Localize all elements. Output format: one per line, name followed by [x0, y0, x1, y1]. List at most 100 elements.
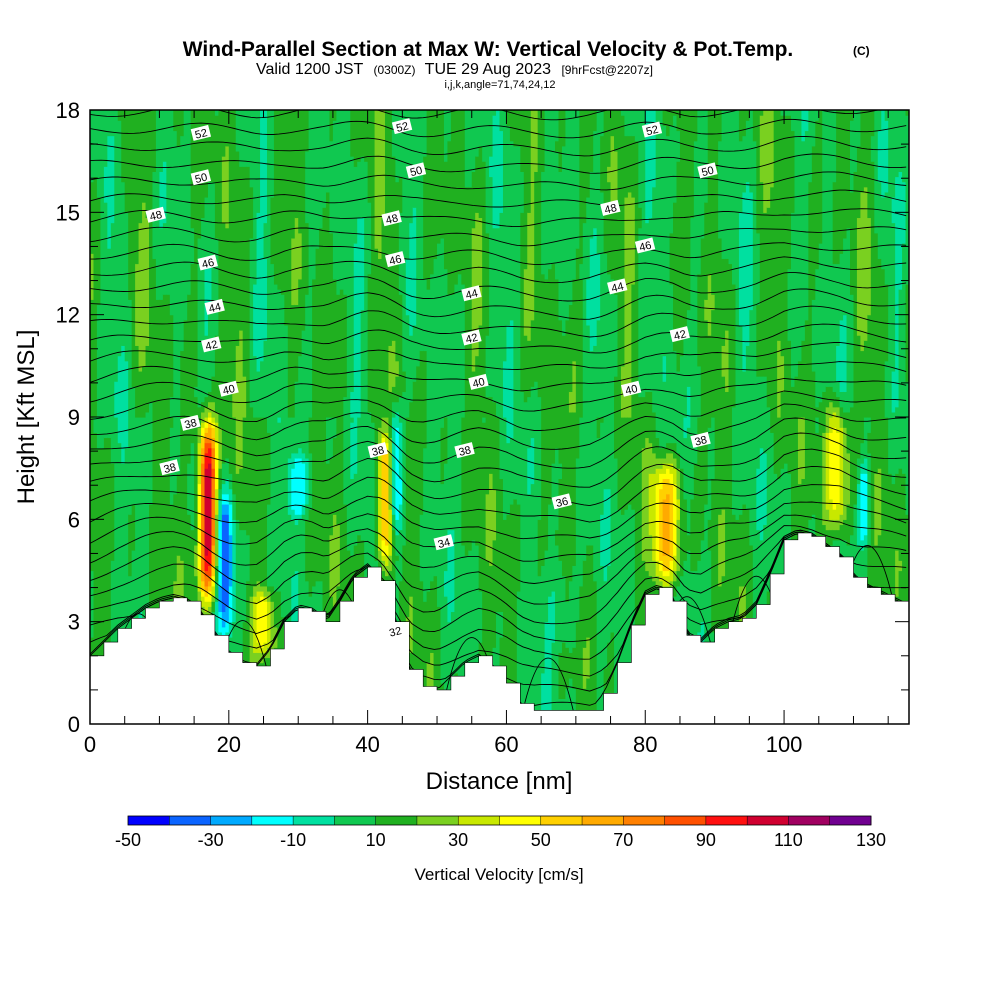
theta-label-bg [159, 459, 180, 476]
w-cell [565, 319, 570, 602]
w-cell [891, 370, 896, 413]
w-cell [485, 560, 490, 724]
w-cell [128, 110, 133, 300]
w-cell [332, 110, 337, 121]
w-cell [402, 370, 407, 393]
w-cell [398, 176, 403, 213]
w-cell [204, 110, 209, 198]
w-cell [676, 468, 681, 500]
w-cell [291, 304, 296, 418]
theta-label-bg [204, 298, 225, 315]
w-cell [496, 417, 501, 613]
w-cell [391, 156, 396, 341]
w-cell [600, 422, 605, 515]
w-cell [468, 110, 473, 188]
colorbar-tick-label: 30 [448, 830, 468, 850]
w-cell [461, 417, 466, 546]
w-cell [124, 110, 129, 213]
theta-label-text: 48 [603, 202, 618, 217]
w-cell [711, 417, 716, 479]
w-cell [614, 376, 619, 459]
w-cell [874, 473, 879, 546]
w-cell [568, 580, 573, 653]
w-cell [673, 350, 678, 444]
w-cell [364, 161, 369, 724]
w-cell [565, 601, 570, 648]
w-cell [239, 110, 244, 167]
w-cell [308, 417, 313, 454]
w-cell [152, 110, 157, 172]
w-cell [426, 590, 431, 664]
w-cell [190, 110, 195, 229]
w-cell [631, 509, 636, 653]
w-cell [121, 110, 126, 183]
w-cell [787, 340, 792, 474]
w-cell [614, 294, 619, 377]
w-cell [131, 386, 136, 505]
w-cell [235, 473, 240, 520]
w-cell [797, 110, 803, 362]
theta-label-bg [391, 118, 413, 135]
w-cell [683, 437, 688, 500]
w-cell [381, 417, 386, 433]
w-cell [669, 463, 674, 474]
theta-label-text: 46 [638, 240, 653, 255]
w-cell [825, 509, 830, 531]
w-cell [412, 324, 417, 382]
w-cell [260, 596, 265, 648]
w-cell [242, 110, 247, 167]
theta-label: 40 [218, 380, 239, 397]
w-cell [610, 631, 615, 724]
w-cell [558, 560, 563, 653]
w-cell [662, 570, 667, 577]
w-cell [679, 355, 685, 469]
w-cell [846, 227, 851, 413]
w-cell [211, 181, 216, 377]
theta-label: 52 [641, 121, 663, 138]
w-cell [256, 417, 261, 582]
w-cell [617, 110, 622, 510]
w-cell [745, 181, 750, 346]
colorbar-tick-label: -50 [115, 830, 141, 850]
w-cell [350, 478, 355, 556]
w-cell [207, 606, 213, 618]
theta-contour-line [90, 533, 907, 660]
w-cell [693, 140, 698, 464]
w-cell [287, 417, 292, 459]
w-cell [221, 110, 226, 157]
theta-label-bg [468, 373, 489, 390]
w-cell [280, 110, 285, 295]
w-cell [704, 202, 709, 300]
w-cell [662, 473, 667, 479]
w-cell [475, 355, 480, 546]
w-cell [645, 222, 650, 393]
w-cell [600, 514, 605, 566]
w-cell [856, 483, 862, 546]
w-cell [555, 529, 560, 546]
w-cell [527, 447, 532, 495]
w-cell [530, 386, 535, 439]
copyright-mark: (C) [853, 44, 870, 58]
w-cell [395, 519, 400, 536]
theta-label-bg [551, 493, 572, 510]
w-cell [204, 585, 209, 592]
w-cell [718, 140, 723, 239]
w-cell [339, 289, 344, 659]
w-cell [152, 258, 157, 633]
w-cell [593, 580, 598, 715]
w-cell [135, 110, 140, 265]
w-cell [742, 191, 747, 372]
theta-contour-line [90, 465, 907, 523]
w-cell [214, 488, 219, 515]
w-cell [204, 263, 209, 336]
w-cell [867, 110, 872, 219]
w-cell [593, 110, 598, 132]
w-cell [652, 560, 657, 582]
w-cell [839, 514, 844, 526]
w-cell [145, 110, 150, 219]
w-cell [558, 478, 563, 561]
w-cell [572, 688, 577, 724]
w-cell [190, 227, 195, 265]
w-cell [194, 386, 199, 398]
w-cell [624, 509, 629, 724]
